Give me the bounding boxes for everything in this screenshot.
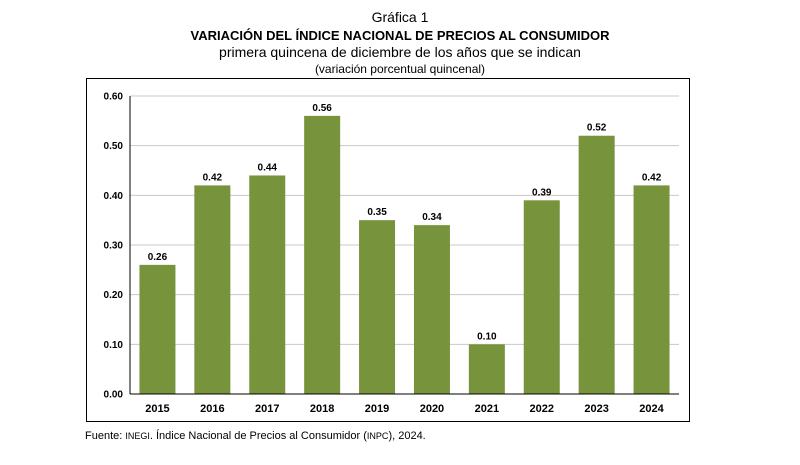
data-label: 0.34 (422, 212, 442, 223)
x-tick-label: 2015 (145, 403, 169, 415)
y-tick-label: 0.60 (104, 92, 124, 103)
y-tick-label: 0.20 (104, 290, 124, 301)
y-tick-label: 0.40 (104, 191, 124, 202)
data-label: 0.44 (258, 162, 278, 173)
x-tick-label: 2019 (365, 403, 389, 415)
x-tick-label: 2021 (475, 403, 499, 415)
data-label: 0.39 (532, 187, 552, 198)
bar (633, 185, 670, 394)
source-mid: . Índice Nacional de Precios al Consumid… (149, 430, 367, 442)
data-label: 0.52 (587, 123, 607, 134)
data-label: 0.10 (477, 331, 497, 342)
source-prefix: Fuente: (85, 430, 126, 442)
source-index: INPC (366, 431, 389, 441)
bar (468, 344, 505, 394)
bar (359, 220, 396, 394)
x-tick-label: 2017 (255, 403, 279, 415)
chart-subtitle: primera quincena de diciembre de los año… (219, 44, 581, 60)
bar (413, 225, 450, 394)
bar (523, 200, 560, 394)
chart-frame: 0.00 0.10 0.20 0.30 0.40 0.50 0.60 0.26 2015 0.42… (86, 78, 690, 422)
x-tick-label: 2016 (200, 403, 224, 415)
y-tick-label: 0.30 (104, 241, 124, 252)
y-tick-label: 0.50 (104, 141, 124, 152)
bar (139, 264, 176, 394)
x-tick-label: 2024 (639, 403, 664, 415)
y-tick-label: 0.00 (104, 390, 124, 401)
chart-title: VARIACIÓN DEL ÍNDICE NACIONAL DE PRECIOS… (190, 28, 610, 43)
data-label: 0.56 (312, 103, 332, 114)
bar (249, 175, 286, 394)
data-label: 0.35 (367, 207, 387, 218)
data-label: 0.42 (642, 172, 662, 183)
data-label: 0.42 (203, 172, 223, 183)
source-org: INEGI (125, 431, 150, 441)
chart-label: Gráfica 1 (371, 9, 429, 25)
bar (578, 135, 615, 394)
bar (194, 185, 231, 394)
chart-unit-label: (variación porcentual quincenal) (314, 62, 486, 76)
x-tick-label: 2018 (310, 403, 334, 415)
bar-chart: 0.00 0.10 0.20 0.30 0.40 0.50 0.60 0.26 2015 0.42… (104, 92, 679, 415)
source-note: Fuente: INEGI. Índice Nacional de Precio… (85, 430, 426, 442)
source-suffix: ), 2024. (388, 430, 426, 442)
x-tick-label: 2022 (530, 403, 554, 415)
y-tick-label: 0.10 (104, 340, 124, 351)
bar (304, 115, 341, 394)
x-tick-label: 2020 (420, 403, 444, 415)
data-label: 0.26 (148, 252, 168, 263)
x-tick-label: 2023 (584, 403, 608, 415)
